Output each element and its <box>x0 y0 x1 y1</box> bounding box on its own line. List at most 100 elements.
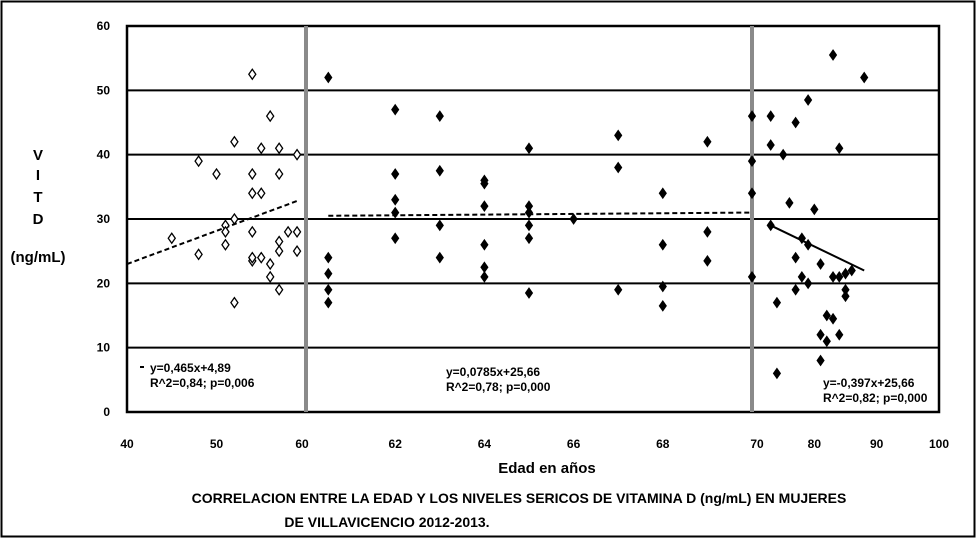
y-axis-label-line: T <box>33 189 42 206</box>
data-point <box>274 283 284 296</box>
data-point <box>480 174 489 187</box>
y-tick-label: 50 <box>97 83 111 97</box>
data-point <box>828 271 838 283</box>
data-point <box>524 200 534 213</box>
data-point <box>324 251 333 264</box>
y-tick-label: 20 <box>97 276 111 290</box>
data-point <box>803 238 813 251</box>
data-point <box>766 139 775 151</box>
y-tick-label: 40 <box>97 148 111 162</box>
data-point <box>435 219 444 232</box>
data-point <box>480 271 489 283</box>
data-point <box>772 367 782 380</box>
data-point <box>480 238 489 251</box>
data-point <box>703 135 712 148</box>
regression-annotation-1: y=0,465x+4,89 <box>150 361 231 375</box>
data-point <box>747 155 757 167</box>
y-tick-label: 60 <box>97 19 111 33</box>
data-point <box>221 238 230 251</box>
data-point <box>847 264 856 277</box>
data-point <box>822 309 831 322</box>
chart-title-line-1: CORRELACION ENTRE LA EDAD Y LOS NIVELES … <box>192 490 847 506</box>
data-point <box>828 49 838 61</box>
x-axis-label: Edad en años <box>498 460 596 477</box>
data-point <box>265 270 275 284</box>
data-point <box>265 257 275 271</box>
trend-line-1 <box>126 200 298 265</box>
regression-annotations: y=0,465x+4,89R^2=0,84; p=0,006 y=0,0785x+… <box>140 361 928 405</box>
x-tick-label: 40 <box>120 437 134 451</box>
data-points <box>167 49 869 380</box>
x-tick-label: 62 <box>389 437 403 451</box>
data-point <box>292 225 302 239</box>
gridlines <box>127 89 939 349</box>
data-point <box>569 213 578 225</box>
regression-annotation-2: R^2=0,78; p=0,000 <box>446 380 551 394</box>
data-point <box>791 283 800 296</box>
data-point <box>274 142 284 155</box>
data-point <box>841 290 850 303</box>
data-point <box>324 296 333 309</box>
data-point <box>766 219 775 232</box>
x-tick-labels: 40 50 60 62 64 66 68 70 80 90 100 <box>120 437 949 451</box>
x-tick-label: 64 <box>478 437 492 451</box>
regression-annotation-1: R^2=0,84; p=0,006 <box>150 376 255 390</box>
data-point <box>283 225 293 239</box>
trend-line-3 <box>770 224 865 272</box>
data-point <box>221 225 230 239</box>
y-tick-label: 10 <box>97 341 111 355</box>
data-point <box>324 267 333 280</box>
data-point <box>828 312 838 325</box>
data-point <box>772 296 782 309</box>
y-tick-label: 30 <box>97 212 111 226</box>
data-point <box>747 271 757 283</box>
data-point <box>391 232 400 245</box>
data-point <box>194 154 203 168</box>
data-point <box>524 206 534 219</box>
data-point <box>435 110 444 122</box>
data-point <box>841 283 850 296</box>
trend-lines <box>126 200 865 272</box>
data-point <box>230 212 239 226</box>
data-point <box>810 203 819 216</box>
data-point <box>480 200 489 213</box>
data-point <box>703 225 712 238</box>
x-tick-label: 68 <box>656 437 670 451</box>
data-point <box>747 187 757 200</box>
data-point <box>524 287 534 299</box>
data-point <box>841 267 850 280</box>
data-point <box>747 110 757 122</box>
regression-annotation-2: y=0,0785x+25,66 <box>446 365 540 379</box>
data-point <box>658 280 667 293</box>
data-point <box>248 167 257 181</box>
data-point <box>230 296 239 309</box>
data-point <box>167 232 177 245</box>
trend-line-2 <box>328 211 753 217</box>
data-point <box>524 219 534 232</box>
x-tick-label: 80 <box>808 437 822 451</box>
segment-dividers <box>304 26 754 412</box>
data-point <box>658 299 667 312</box>
data-point <box>248 225 257 239</box>
data-point <box>248 251 257 264</box>
data-point <box>766 110 775 122</box>
data-point <box>324 283 333 296</box>
y-tick-label: 0 <box>103 405 110 419</box>
data-point <box>256 142 266 155</box>
y-axis-label-line: D <box>33 211 44 228</box>
data-point <box>779 148 788 161</box>
regression-annotation-3: R^2=0,82; p=0,000 <box>823 391 928 405</box>
data-point <box>391 193 400 206</box>
data-point <box>791 251 800 264</box>
data-point <box>703 254 712 267</box>
data-point <box>435 164 444 177</box>
data-point <box>614 161 623 174</box>
data-point <box>194 248 203 261</box>
data-point <box>835 271 844 283</box>
y-axis-label-line: (ng/mL) <box>11 249 66 266</box>
data-point <box>860 71 869 84</box>
data-point <box>658 238 667 251</box>
data-point <box>614 129 623 142</box>
